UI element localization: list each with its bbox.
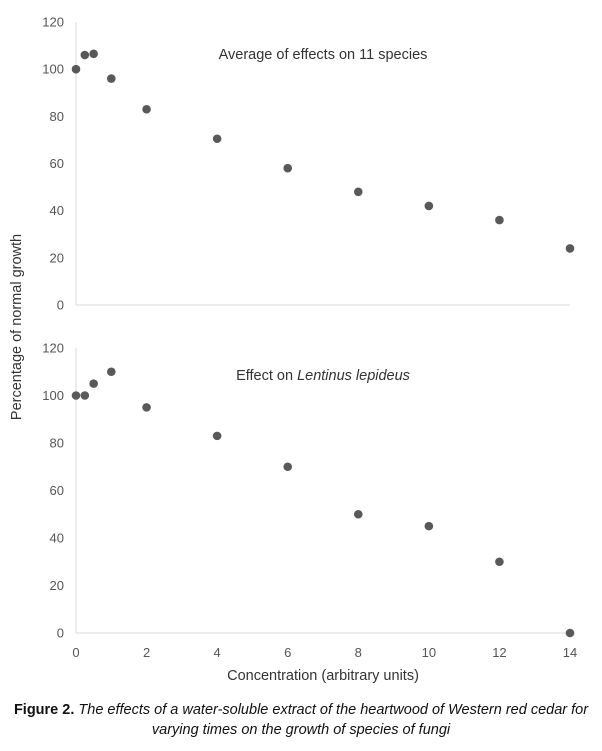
data-point [565, 244, 575, 253]
panel-title-segment: Average of effects on 11 species [219, 47, 428, 63]
x-tick-label: 14 [563, 645, 577, 660]
x-tick-label: 4 [214, 645, 221, 660]
x-tick-label: 6 [284, 645, 291, 660]
data-point [212, 134, 222, 144]
data-point [80, 391, 90, 400]
data-point [565, 628, 575, 638]
data-point [495, 215, 504, 225]
y-tick-label: 120 [42, 341, 64, 356]
y-tick-label: 100 [42, 388, 64, 403]
x-axis-label: Concentration (arbitrary units) [227, 668, 419, 684]
figure-caption: Figure 2. The effects of a water-soluble… [0, 700, 602, 740]
x-tick-label: 12 [492, 645, 506, 660]
data-point [353, 187, 363, 197]
data-point [424, 521, 434, 531]
caption-label: Figure 2. [13, 702, 75, 718]
y-tick-label: 120 [42, 15, 64, 30]
data-point [71, 64, 81, 74]
y-tick-label: 0 [57, 626, 64, 641]
panel-title: Average of effects on 11 species [219, 47, 428, 63]
panel-title-segment: Lentinus lepideus [297, 368, 410, 384]
data-point [71, 391, 81, 400]
y-tick-label: 0 [57, 298, 64, 313]
data-point [80, 50, 90, 60]
panel-title: Effect on Lentinus lepideus [236, 368, 410, 384]
y-tick-label: 40 [50, 203, 64, 218]
x-tick-label: 0 [72, 645, 79, 660]
data-point [283, 462, 293, 472]
data-point [495, 557, 504, 567]
y-tick-label: 20 [50, 578, 64, 593]
data-point [106, 74, 116, 83]
y-tick-label: 80 [50, 436, 64, 451]
data-point [89, 379, 98, 388]
y-tick-label: 60 [50, 156, 64, 171]
y-tick-label: 60 [50, 483, 64, 498]
x-tick-label: 10 [422, 645, 436, 660]
data-point [212, 431, 222, 441]
y-tick-label: 100 [42, 62, 64, 77]
data-point [283, 163, 293, 173]
panel-title-segment: Effect on [236, 368, 297, 384]
data-point [353, 509, 363, 519]
y-axis-label: Percentage of normal growth [9, 234, 25, 420]
caption-text: The effects of a water-soluble extract o… [78, 702, 589, 738]
y-tick-label: 80 [50, 109, 64, 124]
x-tick-label: 8 [355, 645, 362, 660]
data-point [142, 403, 151, 412]
data-point [424, 201, 434, 211]
data-point [142, 104, 151, 114]
x-tick-label: 2 [143, 645, 150, 660]
y-tick-label: 40 [50, 531, 64, 546]
data-point [106, 367, 116, 377]
data-point [89, 49, 98, 59]
y-tick-label: 20 [50, 250, 64, 265]
